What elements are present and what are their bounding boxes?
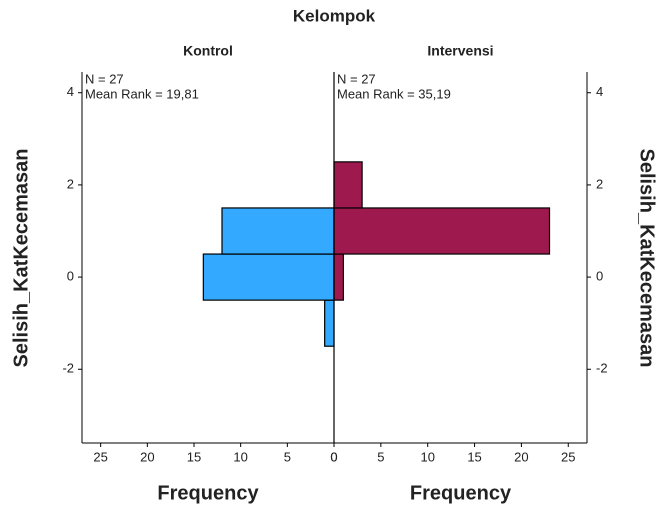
- annotation: Mean Rank = 19,81: [85, 86, 199, 101]
- y-tick-label: -2: [62, 361, 74, 376]
- panel-title: Kontrol: [183, 43, 233, 59]
- y-axis-label-right: Selisih_KatKecemasan: [636, 148, 658, 367]
- x-tick-label: 0: [330, 449, 337, 464]
- y-tick-label: 0: [67, 269, 74, 284]
- y-tick-label-right: 2: [596, 176, 603, 191]
- x-tick-label: 10: [233, 449, 247, 464]
- y-tick-label-right: 0: [596, 269, 603, 284]
- bar: [333, 161, 363, 209]
- x-axis-label: Frequency: [157, 482, 259, 504]
- chart-title: Kelompok: [293, 6, 376, 25]
- x-tick-label: 0: [330, 449, 337, 464]
- x-tick-label: 25: [93, 449, 107, 464]
- x-tick-label: 15: [467, 449, 481, 464]
- y-axis-label: Selisih_KatKecemasan: [10, 148, 32, 367]
- y-tick-label-right: -2: [596, 361, 608, 376]
- x-tick-label: 20: [140, 449, 154, 464]
- bar: [202, 253, 335, 301]
- y-tick-label-right: 4: [596, 84, 603, 99]
- annotation: N = 27: [337, 71, 376, 86]
- bar: [333, 253, 344, 301]
- x-tick-label: 15: [187, 449, 201, 464]
- annotation: Mean Rank = 35,19: [337, 86, 451, 101]
- x-tick-label: 10: [420, 449, 434, 464]
- panel-title: Intervensi: [427, 43, 493, 59]
- x-axis-label: Frequency: [410, 482, 512, 504]
- y-tick-label: 2: [67, 176, 74, 191]
- y-tick-label: 4: [67, 84, 74, 99]
- x-tick-label: 20: [514, 449, 528, 464]
- bar: [333, 207, 551, 255]
- bar: [324, 299, 335, 347]
- annotation: N = 27: [85, 71, 124, 86]
- bar: [221, 207, 335, 255]
- x-tick-label: 25: [561, 449, 575, 464]
- x-tick-label: 5: [284, 449, 291, 464]
- x-tick-label: 5: [377, 449, 384, 464]
